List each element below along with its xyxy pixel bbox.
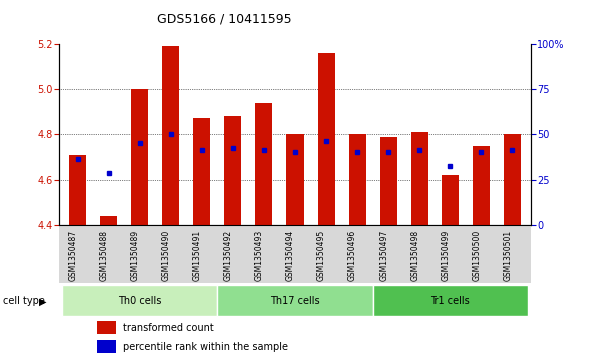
Text: Th17 cells: Th17 cells — [270, 295, 320, 306]
Text: GSM1350499: GSM1350499 — [441, 230, 450, 281]
Text: GSM1350492: GSM1350492 — [224, 230, 233, 281]
Text: Th0 cells: Th0 cells — [118, 295, 162, 306]
Text: percentile rank within the sample: percentile rank within the sample — [123, 342, 288, 352]
Bar — [287, 134, 303, 225]
Bar — [373, 285, 528, 316]
Text: GSM1350500: GSM1350500 — [473, 230, 481, 281]
Bar — [217, 285, 373, 316]
Bar — [224, 116, 241, 225]
Bar — [100, 216, 117, 225]
Text: GSM1350488: GSM1350488 — [100, 230, 109, 281]
Bar — [255, 103, 273, 225]
Text: Tr1 cells: Tr1 cells — [430, 295, 470, 306]
Bar — [442, 175, 459, 225]
Text: cell type: cell type — [3, 296, 45, 306]
Text: GSM1350487: GSM1350487 — [68, 230, 78, 281]
Text: GSM1350495: GSM1350495 — [317, 230, 326, 281]
Bar — [97, 321, 116, 334]
Bar — [411, 132, 428, 225]
Bar — [317, 53, 335, 225]
Text: GSM1350498: GSM1350498 — [410, 230, 419, 281]
Bar — [62, 285, 217, 316]
Text: GSM1350491: GSM1350491 — [193, 230, 202, 281]
Bar — [349, 134, 366, 225]
Bar — [504, 134, 521, 225]
Bar — [97, 340, 116, 354]
Bar — [69, 155, 86, 225]
Text: transformed count: transformed count — [123, 323, 214, 333]
Bar — [473, 146, 490, 225]
Text: ▶: ▶ — [39, 296, 46, 306]
Bar — [162, 46, 179, 225]
Text: GSM1350489: GSM1350489 — [131, 230, 140, 281]
Bar — [379, 136, 396, 225]
Bar — [131, 89, 148, 225]
Text: GSM1350497: GSM1350497 — [379, 230, 388, 281]
Text: GDS5166 / 10411595: GDS5166 / 10411595 — [157, 13, 291, 26]
Text: GSM1350501: GSM1350501 — [503, 230, 512, 281]
Text: GSM1350496: GSM1350496 — [348, 230, 357, 281]
Bar — [194, 118, 211, 225]
Text: GSM1350494: GSM1350494 — [286, 230, 295, 281]
Text: GSM1350490: GSM1350490 — [162, 230, 171, 281]
Text: GSM1350493: GSM1350493 — [255, 230, 264, 281]
